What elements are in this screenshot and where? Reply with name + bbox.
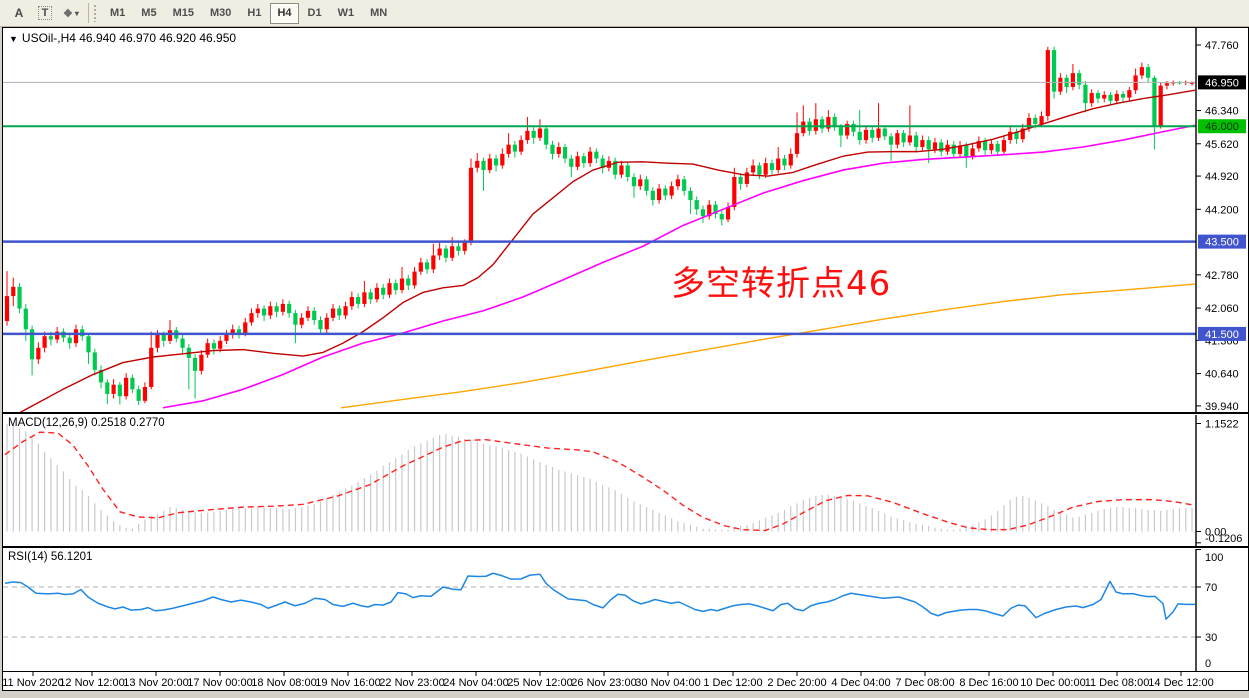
timeframe-button-d1[interactable]: D1 xyxy=(307,7,322,19)
svg-text:44.200: 44.200 xyxy=(1205,204,1239,216)
svg-text:1.1522: 1.1522 xyxy=(1205,419,1239,431)
macd-canvas[interactable]: 1.1522 0.00-0.1206 xyxy=(3,415,1248,546)
svg-text:0: 0 xyxy=(1205,658,1211,670)
svg-text:14 Dec 12:00: 14 Dec 12:00 xyxy=(1148,677,1213,689)
svg-text:100: 100 xyxy=(1205,552,1223,564)
macd-panel: MACD(12,26,9) 0.2518 0.2770 1.1522 0.00 -0… xyxy=(3,415,1248,546)
svg-text:46.000: 46.000 xyxy=(1205,121,1239,133)
timeframe-button-m30[interactable]: M30 xyxy=(209,7,232,19)
main-price-panel: ▼ USOil-,H4 46.940 46.970 46.920 46.950 多… xyxy=(3,28,1248,412)
svg-text:39.940: 39.940 xyxy=(1205,401,1239,412)
price-badge-46.000: 46.000 xyxy=(1198,119,1246,134)
svg-text:2 Dec 20:00: 2 Dec 20:00 xyxy=(767,677,826,689)
chevron-down-icon: ▾ xyxy=(74,8,79,18)
svg-text:-0.1206: -0.1206 xyxy=(1205,533,1242,545)
chart-window: ▼ USOil-,H4 46.940 46.970 46.920 46.950 多… xyxy=(2,27,1249,691)
timeframe-button-w1[interactable]: W1 xyxy=(337,7,355,19)
chart-annotation-text[interactable]: 多空转折点46 xyxy=(671,264,892,304)
svg-text:45.620: 45.620 xyxy=(1205,139,1239,151)
timeframe-button-mn[interactable]: MN xyxy=(370,7,388,19)
panel-separator[interactable] xyxy=(3,546,1248,548)
svg-text:12 Nov 12:00: 12 Nov 12:00 xyxy=(59,677,124,689)
toolbar-grip-handle[interactable] xyxy=(93,4,98,22)
svg-text:26 Nov 23:00: 26 Nov 23:00 xyxy=(571,677,636,689)
svg-text:30: 30 xyxy=(1205,632,1217,644)
letter-a-icon: A xyxy=(14,6,24,20)
text-label-tool-button[interactable]: T xyxy=(33,2,57,24)
timeframe-button-h4[interactable]: H4 xyxy=(270,2,299,24)
rsi-label: RSI(14) 56.1201 xyxy=(8,551,93,563)
time-axis[interactable]: 11 Nov 2020 12 Nov 12:00 13 Nov 20:00 17 No… xyxy=(3,671,1248,690)
svg-text:19 Nov 16:00: 19 Nov 16:00 xyxy=(315,677,380,689)
svg-text:1 Dec 12:00: 1 Dec 12:00 xyxy=(703,677,762,689)
svg-text:42.780: 42.780 xyxy=(1205,270,1239,282)
style-icon: ❖ xyxy=(63,7,73,20)
panel-separator[interactable] xyxy=(3,412,1248,414)
svg-text:18 Nov 08:00: 18 Nov 08:00 xyxy=(251,677,316,689)
svg-text:41.500: 41.500 xyxy=(1205,329,1239,341)
price-badge-41.500: 41.500 xyxy=(1198,326,1246,341)
chart-style-dropdown-button[interactable]: ❖ ▾ xyxy=(59,2,83,24)
svg-text:30 Nov 04:00: 30 Nov 04:00 xyxy=(635,677,700,689)
toolbar-separator xyxy=(88,3,89,23)
legend-text: USOil-,H4 46.940 46.970 46.920 46.950 xyxy=(21,31,237,45)
svg-text:42.060: 42.060 xyxy=(1205,303,1239,315)
svg-text:24 Nov 04:00: 24 Nov 04:00 xyxy=(443,677,508,689)
macd-label: MACD(12,26,9) 0.2518 0.2770 xyxy=(8,417,165,429)
svg-text:46.950: 46.950 xyxy=(1205,77,1239,89)
chart-legend[interactable]: ▼ USOil-,H4 46.940 46.970 46.920 46.950 xyxy=(9,31,236,45)
svg-text:25 Nov 12:00: 25 Nov 12:00 xyxy=(507,677,572,689)
rsi-canvas[interactable]: 100 70 30 0 xyxy=(3,549,1248,671)
svg-text:22 Nov 23:00: 22 Nov 23:00 xyxy=(379,677,444,689)
timeframe-button-m15[interactable]: M15 xyxy=(172,7,194,19)
toolbar: A T ❖ ▾ M1 M5 M15 M30 H1 H4 D1 W1 MN xyxy=(0,0,1249,27)
svg-text:11 Dec 08:00: 11 Dec 08:00 xyxy=(1085,677,1150,689)
candles-layer xyxy=(4,46,1195,405)
svg-text:8 Dec 16:00: 8 Dec 16:00 xyxy=(959,677,1018,689)
svg-text:13 Nov 20:00: 13 Nov 20:00 xyxy=(123,677,188,689)
svg-text:7 Dec 08:00: 7 Dec 08:00 xyxy=(895,677,954,689)
annotate-text-tool-button[interactable]: A xyxy=(7,2,31,24)
price-badge-46.950: 46.950 xyxy=(1198,75,1246,90)
rsi-panel: RSI(14) 56.1201 100 70 30 0 xyxy=(3,549,1248,671)
timeframe-button-h1[interactable]: H1 xyxy=(247,7,262,19)
svg-text:4 Dec 04:00: 4 Dec 04:00 xyxy=(831,677,890,689)
main-chart-canvas[interactable]: 47.760 46.340 45.620 44.920 44.200 42.780 42.0… xyxy=(3,28,1248,412)
triangle-down-icon: ▼ xyxy=(9,34,18,44)
svg-text:44.920: 44.920 xyxy=(1205,171,1239,183)
svg-text:11 Nov 2020: 11 Nov 2020 xyxy=(3,677,64,689)
timeframe-button-group: M1 M5 M15 M30 H1 H4 D1 W1 MN xyxy=(102,2,395,24)
svg-text:17 Nov 00:00: 17 Nov 00:00 xyxy=(187,677,252,689)
price-badge-43.500: 43.500 xyxy=(1198,234,1246,249)
svg-text:10 Dec 00:00: 10 Dec 00:00 xyxy=(1020,677,1085,689)
svg-text:46.340: 46.340 xyxy=(1205,106,1239,118)
svg-text:47.760: 47.760 xyxy=(1205,40,1239,52)
svg-text:0.00: 0.00 xyxy=(1205,527,1226,539)
timeframe-button-m1[interactable]: M1 xyxy=(110,7,126,19)
svg-text:43.500: 43.500 xyxy=(1205,237,1239,249)
svg-text:40.640: 40.640 xyxy=(1205,369,1239,381)
timeframe-button-m5[interactable]: M5 xyxy=(141,7,157,19)
letter-t-icon: T xyxy=(37,6,53,20)
svg-text:70: 70 xyxy=(1205,582,1217,594)
